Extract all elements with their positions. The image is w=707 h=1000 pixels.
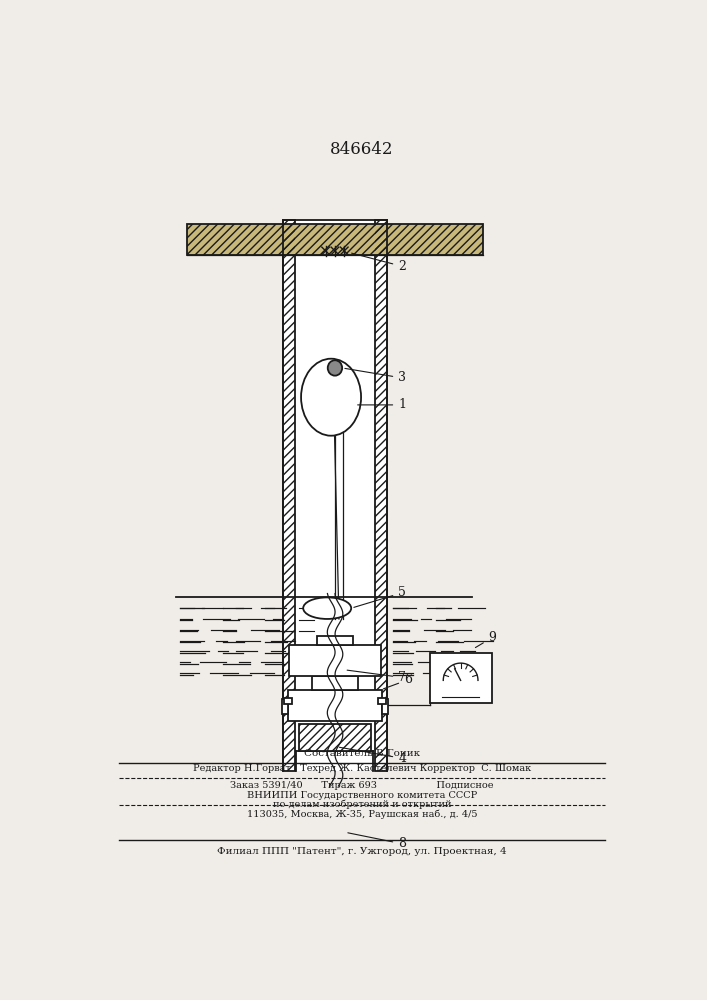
- Text: Составитель В.Гоник: Составитель В.Гоник: [304, 749, 420, 758]
- Text: Заказ 5391/40      Тираж 693                   Подписное: Заказ 5391/40 Тираж 693 Подписное: [230, 781, 493, 790]
- Text: 846642: 846642: [330, 141, 394, 158]
- Bar: [298, 724, 371, 751]
- Text: 6: 6: [383, 673, 412, 689]
- Text: 8: 8: [348, 833, 407, 850]
- Bar: [283, 220, 295, 771]
- Bar: [282, 699, 288, 714]
- Text: 1: 1: [358, 398, 407, 411]
- Bar: [382, 699, 388, 714]
- Bar: [288, 690, 382, 721]
- Bar: [284, 698, 292, 704]
- Bar: [289, 645, 381, 676]
- Bar: [187, 224, 483, 255]
- Text: по делам изобретений и открытий: по делам изобретений и открытий: [273, 800, 451, 809]
- Text: 113035, Москва, Ж-35, Раушская наб., д. 4/5: 113035, Москва, Ж-35, Раушская наб., д. …: [247, 809, 477, 819]
- Ellipse shape: [303, 597, 351, 619]
- Bar: [378, 698, 385, 704]
- Ellipse shape: [328, 360, 342, 376]
- Text: ВНИИПИ Государственного комитета СССР: ВНИИПИ Государственного комитета СССР: [247, 791, 477, 800]
- Text: 7: 7: [347, 670, 406, 684]
- Bar: [375, 220, 387, 771]
- Bar: [283, 220, 295, 771]
- Bar: [312, 676, 358, 690]
- Bar: [187, 224, 483, 255]
- Bar: [295, 220, 375, 771]
- Ellipse shape: [301, 359, 361, 436]
- Text: 4: 4: [339, 747, 407, 765]
- Bar: [430, 653, 491, 703]
- Bar: [317, 636, 354, 645]
- Text: 9: 9: [475, 631, 496, 648]
- Text: 3: 3: [345, 368, 407, 384]
- Bar: [375, 220, 387, 771]
- Text: Редактор Н.Горват   Техред Ж. Кастелевич Корректор  С. Шомак: Редактор Н.Горват Техред Ж. Кастелевич К…: [193, 764, 531, 773]
- Text: Филиал ППП "Патент", г. Ужгород, ул. Проектная, 4: Филиал ППП "Патент", г. Ужгород, ул. Про…: [217, 847, 507, 856]
- Text: 5: 5: [354, 586, 406, 607]
- Bar: [298, 724, 371, 751]
- Text: 2: 2: [351, 253, 406, 273]
